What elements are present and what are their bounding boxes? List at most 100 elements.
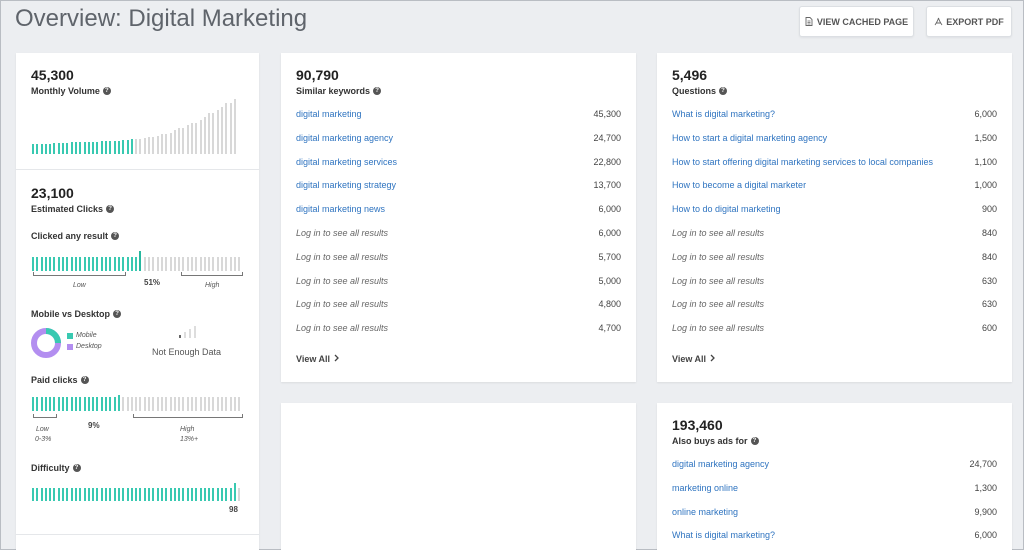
keyword-link[interactable]: What is digital marketing? <box>672 530 776 541</box>
help-icon[interactable]: ? <box>72 464 81 472</box>
login-to-see-link[interactable]: Log in to see all results <box>672 227 765 238</box>
login-to-see-link[interactable]: Log in to see all results <box>672 299 765 310</box>
keyword-link[interactable]: How to start a digital marketing agency <box>672 132 828 143</box>
help-icon[interactable]: ? <box>750 437 759 445</box>
login-to-see-link[interactable]: Log in to see all results <box>672 323 765 334</box>
questions-list: What is digital marketing? 6,000 How to st… <box>672 109 997 347</box>
paid-low-range: 0-3% <box>35 436 52 443</box>
bar <box>229 257 232 271</box>
login-to-see-link[interactable]: Log in to see all results <box>296 251 389 262</box>
questions-card: 5,496 Questions ? What is digital market… <box>657 53 1012 382</box>
export-pdf-button[interactable]: EXPORT PDF <box>926 6 1012 37</box>
bar <box>122 397 125 411</box>
bar <box>182 487 185 501</box>
keyword-volume: 4,700 <box>598 323 621 334</box>
signal-icon <box>179 325 197 344</box>
view-all-similar-button[interactable]: View All <box>296 354 340 364</box>
keyword-link[interactable]: digital marketing strategy <box>296 180 397 191</box>
pdf-icon <box>934 17 943 27</box>
bar <box>208 397 211 411</box>
bar <box>130 487 133 501</box>
list-item: Log in to see all results 630 <box>672 299 997 323</box>
bar <box>173 487 176 501</box>
also-buys-header: 193,460 Also buys ads for ? <box>672 417 759 446</box>
help-icon[interactable]: ? <box>106 205 115 213</box>
paid-clicks-value: 9% <box>88 421 100 430</box>
help-icon[interactable]: ? <box>80 376 89 384</box>
list-item: digital marketing news 6,000 <box>296 204 621 228</box>
keyword-link[interactable]: online marketing <box>672 506 739 517</box>
bar <box>182 128 185 154</box>
bar <box>208 487 211 501</box>
legend-desktop: Desktop <box>67 343 102 350</box>
estimated-clicks-label-row: Estimated Clicks ? <box>31 204 115 214</box>
keyword-link[interactable]: digital marketing <box>296 109 362 119</box>
high-bracket <box>133 414 243 418</box>
keyword-link[interactable]: digital marketing agency <box>296 132 394 143</box>
bar <box>57 143 60 154</box>
bar <box>44 143 47 154</box>
list-item: What is digital marketing? 6,000 <box>672 530 997 550</box>
list-item: Log in to see all results 600 <box>672 323 997 347</box>
difficulty-value: 98 <box>229 505 238 514</box>
bar <box>169 257 172 271</box>
bar <box>62 487 65 501</box>
bar <box>126 397 129 411</box>
help-icon[interactable]: ? <box>719 87 728 95</box>
bar <box>62 143 65 154</box>
login-to-see-link[interactable]: Log in to see all results <box>296 275 389 286</box>
bar <box>135 487 138 501</box>
bar <box>173 130 176 154</box>
similar-keywords-label: Similar keywords <box>296 86 371 96</box>
clicked-any-result-bars <box>32 251 243 271</box>
bar <box>130 257 133 271</box>
bar <box>233 397 236 411</box>
estimated-clicks-value: 23,100 <box>31 185 74 201</box>
login-to-see-link[interactable]: Log in to see all results <box>296 227 389 238</box>
login-to-see-link[interactable]: Log in to see all results <box>672 275 765 286</box>
bar <box>57 397 60 411</box>
bar <box>169 132 172 154</box>
view-all-questions-button[interactable]: View All <box>672 354 716 364</box>
view-all-label: View All <box>296 354 331 364</box>
bar <box>229 102 232 154</box>
mobile-desktop-legend: Mobile Desktop <box>67 332 102 350</box>
bar <box>117 395 120 411</box>
bar <box>130 139 133 154</box>
bar <box>233 257 236 271</box>
bar <box>96 487 99 501</box>
keyword-volume: 5,000 <box>598 275 621 286</box>
login-to-see-link[interactable]: Log in to see all results <box>296 299 389 310</box>
help-icon[interactable]: ? <box>113 310 122 318</box>
estimated-clicks-header: 23,100 Estimated Clicks ? <box>31 185 115 214</box>
help-icon[interactable]: ? <box>102 87 111 95</box>
help-icon[interactable]: ? <box>373 87 382 95</box>
keyword-link[interactable]: How to do digital marketing <box>672 204 781 215</box>
bar <box>225 102 228 154</box>
chevron-right-icon <box>710 354 716 364</box>
help-icon[interactable]: ? <box>111 232 120 240</box>
keyword-link[interactable]: marketing online <box>672 482 739 493</box>
keyword-link[interactable]: digital marketing news <box>296 204 386 215</box>
keyword-link[interactable]: digital marketing agency <box>672 459 770 469</box>
keyword-volume: 1,100 <box>974 156 997 167</box>
bar <box>152 397 155 411</box>
keyword-volume: 22,800 <box>593 156 621 167</box>
mobile-vs-desktop-label: Mobile vs Desktop <box>31 309 111 319</box>
login-to-see-link[interactable]: Log in to see all results <box>672 251 765 262</box>
bar <box>40 257 43 271</box>
bar <box>62 397 65 411</box>
keyword-link[interactable]: How to become a digital marketer <box>672 180 807 191</box>
keyword-volume: 5,700 <box>598 251 621 262</box>
keyword-link[interactable]: How to start offering digital marketing … <box>672 156 933 167</box>
view-cached-page-button[interactable]: VIEW CACHED PAGE <box>799 6 914 37</box>
login-to-see-link[interactable]: Log in to see all results <box>296 323 389 334</box>
difficulty-section: Difficulty ? <box>31 463 244 473</box>
keyword-link[interactable]: What is digital marketing? <box>672 109 776 119</box>
bar <box>186 487 189 501</box>
bar <box>36 257 39 271</box>
list-item: online marketing 9,900 <box>672 507 997 531</box>
keyword-link[interactable]: digital marketing services <box>296 156 398 167</box>
bar <box>105 257 108 271</box>
bar <box>186 125 189 154</box>
